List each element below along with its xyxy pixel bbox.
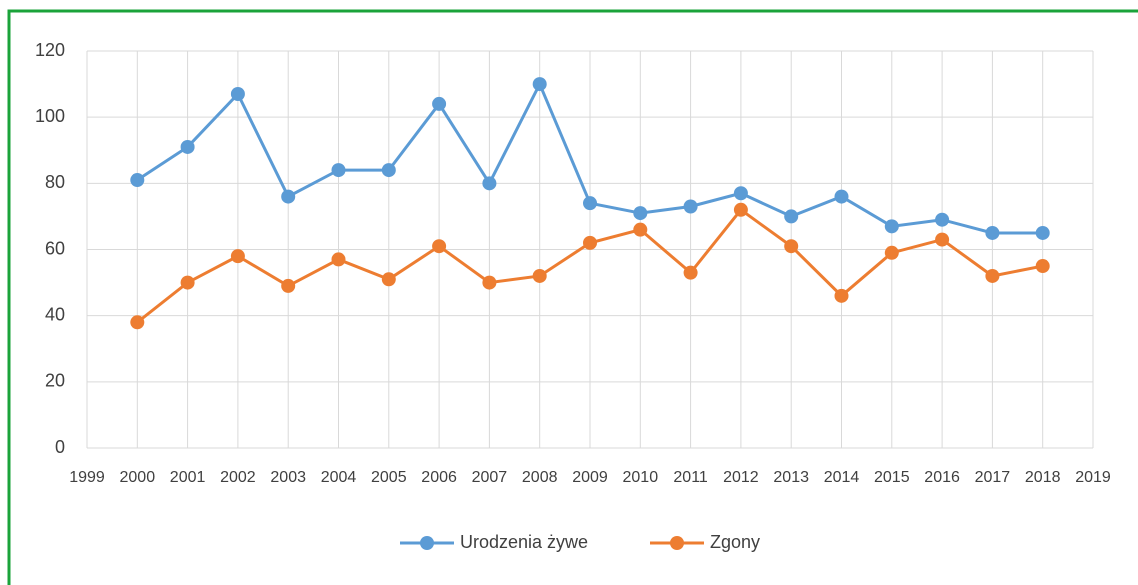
x-tick-label: 2008	[522, 469, 558, 486]
point	[230, 249, 245, 264]
point	[834, 288, 849, 303]
point	[884, 219, 899, 234]
x-tick-label: 2009	[572, 469, 608, 486]
point	[683, 265, 698, 280]
x-tick-label: 2000	[120, 469, 156, 486]
point	[683, 199, 698, 214]
x-tick-label: 1999	[69, 469, 105, 486]
y-tick-label: 40	[45, 304, 65, 324]
x-tick-label: 2003	[270, 469, 306, 486]
x-tick-label: 2017	[975, 469, 1011, 486]
x-tick-label: 2014	[824, 469, 860, 486]
point	[985, 225, 1000, 240]
point	[733, 202, 748, 217]
point	[130, 173, 145, 188]
point	[784, 239, 799, 254]
point	[331, 252, 346, 267]
x-tick-label: 2010	[623, 469, 659, 486]
point	[381, 272, 396, 287]
point	[230, 87, 245, 102]
point	[1035, 225, 1050, 240]
point	[381, 163, 396, 178]
legend-label: Zgony	[710, 532, 760, 552]
point	[884, 245, 899, 260]
point	[935, 232, 950, 247]
point	[532, 268, 547, 283]
x-tick-label: 2002	[220, 469, 256, 486]
point	[583, 235, 597, 250]
x-tick-label: 2006	[421, 469, 457, 486]
point	[482, 176, 497, 191]
x-tick-label: 2005	[371, 469, 407, 486]
point	[281, 278, 296, 293]
y-tick-label: 20	[45, 371, 65, 391]
x-tick-label: 2018	[1025, 469, 1061, 486]
legend-label: Urodzenia żywe	[460, 532, 588, 552]
x-tick-label: 2004	[321, 469, 357, 486]
point	[985, 268, 1000, 283]
x-tick-label: 2011	[673, 469, 708, 486]
y-tick-label: 120	[35, 40, 65, 60]
point	[331, 163, 346, 178]
x-tick-label: 2016	[924, 469, 960, 486]
point	[583, 196, 597, 211]
x-tick-label: 2007	[472, 469, 508, 486]
legend-marker	[670, 536, 684, 550]
point	[784, 209, 799, 224]
point	[180, 275, 195, 290]
x-tick-label: 2001	[170, 469, 206, 486]
point	[432, 239, 447, 254]
point	[733, 186, 748, 201]
point	[432, 96, 447, 111]
x-tick-label: 2012	[723, 469, 759, 486]
point	[532, 77, 547, 92]
y-tick-label: 0	[55, 437, 65, 457]
point	[1035, 259, 1050, 274]
x-tick-label: 2015	[874, 469, 910, 486]
point	[180, 139, 195, 154]
point	[281, 189, 296, 204]
x-tick-label: 2013	[773, 469, 809, 486]
y-tick-label: 100	[35, 106, 65, 126]
frame	[7, 9, 1138, 585]
y-tick-label: 80	[45, 172, 65, 192]
point	[935, 212, 950, 227]
point	[633, 206, 648, 221]
x-tick-label: 2019	[1075, 469, 1111, 486]
point	[834, 189, 849, 204]
point	[130, 315, 145, 330]
legend-marker	[420, 536, 434, 550]
point	[633, 222, 648, 237]
y-tick-label: 60	[45, 238, 65, 258]
point	[482, 275, 497, 290]
